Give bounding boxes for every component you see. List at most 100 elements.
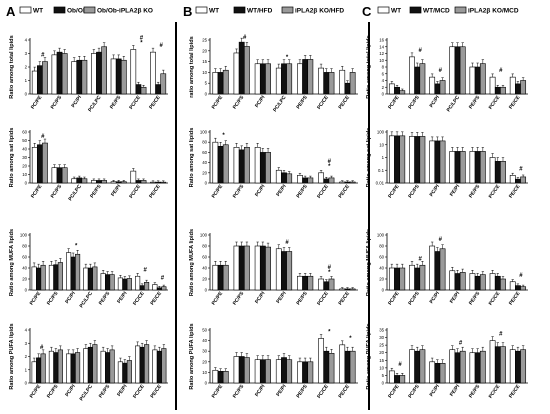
category-label: PC/CE xyxy=(128,183,142,200)
bar xyxy=(139,285,145,291)
bar xyxy=(254,245,261,291)
bar xyxy=(156,350,162,384)
y-tick-label: 20 xyxy=(22,277,27,282)
bar xyxy=(520,286,527,291)
y-tick-label: 15 xyxy=(379,358,384,363)
category-label: PC/PI xyxy=(64,383,77,398)
bar xyxy=(152,284,158,291)
category-label: PC/PI xyxy=(254,290,267,305)
bar xyxy=(297,63,303,95)
bar xyxy=(117,361,123,384)
legend-swatch xyxy=(377,6,390,14)
y-axis-label: Ratio among PUFA lipids xyxy=(366,323,372,389)
significance-mark: * xyxy=(222,133,225,139)
category-label: PE/CE xyxy=(508,290,522,306)
significance-mark: # xyxy=(328,159,332,165)
bar xyxy=(100,350,106,384)
y-tick-label: 0 xyxy=(25,181,28,186)
bar xyxy=(323,350,330,384)
bar xyxy=(429,361,436,384)
bar xyxy=(494,346,501,384)
category-label: PC/CE xyxy=(488,183,502,200)
bar xyxy=(115,58,122,95)
category-label: PE/PS xyxy=(468,94,482,110)
category-label: PC/CE xyxy=(316,383,330,400)
bar xyxy=(429,245,436,291)
significance-mark: # xyxy=(40,345,44,351)
y-tick-label: 10 xyxy=(202,370,207,375)
bar xyxy=(323,72,330,95)
bar xyxy=(275,67,282,95)
bar xyxy=(459,350,466,384)
bar xyxy=(105,352,111,384)
bar xyxy=(126,360,132,384)
y-axis-label: Ratio among PUFA lipids xyxy=(189,323,195,389)
y-tick-label: 0 xyxy=(25,288,28,293)
legend-label: Ob/Ob-iPLA2β KO xyxy=(97,8,153,15)
bar xyxy=(339,288,346,291)
bar xyxy=(509,281,516,291)
bar xyxy=(469,66,476,95)
bar xyxy=(459,46,466,95)
legend-swatch xyxy=(195,6,208,14)
panel-letter-B: B xyxy=(183,4,192,19)
significance-mark: # xyxy=(439,237,443,243)
bar xyxy=(509,349,516,384)
bar xyxy=(414,136,421,184)
category-label: PC/LPC xyxy=(67,183,83,202)
panel-letter-A: A xyxy=(6,4,16,19)
bar xyxy=(494,275,501,291)
category-label: PC/PI xyxy=(429,290,442,305)
y-tick-label: 0 xyxy=(205,181,208,186)
bar xyxy=(222,144,229,184)
category-label: PE/PI xyxy=(275,183,288,197)
category-label: PE/CE xyxy=(338,94,352,110)
category-label: PC/CE xyxy=(132,383,146,400)
bar xyxy=(135,275,141,291)
bar xyxy=(122,278,128,291)
bar xyxy=(265,63,271,95)
significance-mark: * xyxy=(286,55,289,61)
category-label: PC/PS xyxy=(50,94,64,110)
category-label: PE/PI xyxy=(275,290,288,304)
y-tick-label: 5 xyxy=(382,373,385,378)
category-label: PE/CE xyxy=(338,383,352,399)
bar xyxy=(217,371,224,384)
bar xyxy=(40,264,46,291)
bar xyxy=(409,264,415,291)
bar xyxy=(419,63,426,95)
bar xyxy=(233,52,240,95)
legend-label: iPLA2β KO/MCD xyxy=(468,8,519,15)
significance-mark: # xyxy=(140,35,144,41)
category-label: PC/PS xyxy=(232,183,246,199)
bar xyxy=(61,167,68,184)
y-tick-label: 15 xyxy=(202,59,207,64)
y-tick-label: 100 xyxy=(200,130,208,135)
bar xyxy=(281,63,287,95)
category-label: PC/LPC xyxy=(79,383,95,402)
bar xyxy=(449,270,456,291)
y-tick-label: 20 xyxy=(22,164,27,169)
significance-mark: # xyxy=(419,256,423,262)
y-tick-label: 80 xyxy=(202,244,207,249)
bar xyxy=(96,180,102,184)
bar xyxy=(399,135,406,184)
bar xyxy=(520,80,527,95)
bar xyxy=(409,349,415,384)
y-tick-label: 1 xyxy=(25,78,28,83)
chart-B-0: 0 5 10 15 20 25 ratio among total lipids PC/PE P… xyxy=(189,35,358,113)
bar xyxy=(212,264,219,291)
bar xyxy=(254,63,261,95)
bar xyxy=(109,274,115,291)
bar xyxy=(469,273,476,291)
bar xyxy=(349,72,356,95)
bar xyxy=(126,278,132,291)
category-label: PC/PI xyxy=(71,94,84,109)
bar xyxy=(434,83,441,95)
category-label: PE/PS xyxy=(468,183,482,199)
bar xyxy=(419,136,426,184)
bar xyxy=(155,181,162,184)
category-label: PE/CE xyxy=(338,183,352,199)
bar xyxy=(83,348,89,384)
bar xyxy=(318,67,324,95)
